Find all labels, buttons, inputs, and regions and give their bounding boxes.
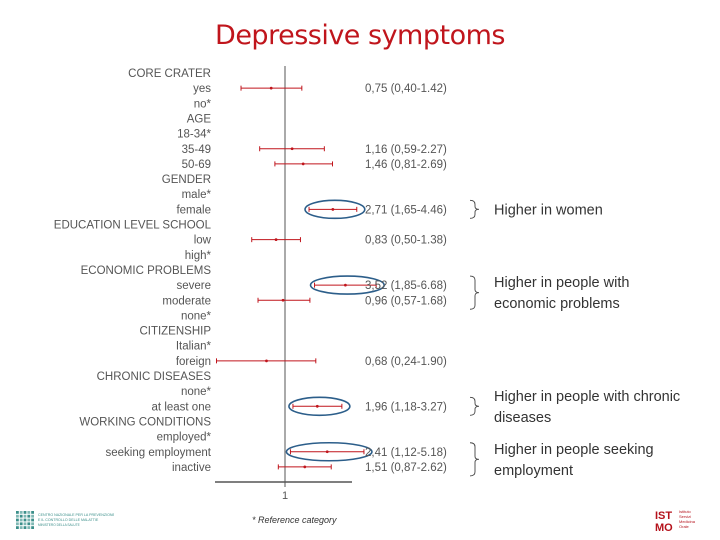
annotation-text: Higher in people with	[494, 275, 629, 291]
svg-text:Istituto: Istituto	[679, 509, 692, 514]
row-label: low	[194, 235, 212, 247]
plot-axis: 1	[215, 66, 352, 502]
annotation-text: diseases	[494, 410, 551, 426]
svg-text:Servizi: Servizi	[679, 514, 691, 519]
highlight-ellipse	[288, 396, 351, 417]
annotations: Higher in women Higher in people with econ…	[469, 199, 680, 479]
row-header-label: ECONOMIC PROBLEMS	[81, 265, 212, 277]
odds-ratio-label: 1,96 (1,18-3.27)	[365, 401, 447, 413]
highlight-ellipse	[309, 275, 385, 295]
annotation-text: economic problems	[494, 296, 620, 312]
odds-ratio-point	[290, 147, 294, 151]
row-label: seeking employment	[106, 447, 212, 459]
row-label: Italian*	[176, 341, 212, 353]
istmo-logo-mark-bottom: MO	[655, 522, 673, 533]
chart-title: Depressive symptoms	[215, 20, 505, 51]
row-label: yes	[193, 83, 211, 95]
svg-text:Medicina: Medicina	[679, 519, 696, 524]
row-label: high*	[185, 250, 212, 262]
odds-ratio-label: 2,71 (1,65-4.46)	[365, 204, 447, 216]
odds-ratio-label: 0,68 (0,24-1.90)	[365, 356, 447, 368]
odds-ratio-point	[265, 359, 268, 363]
row-label: foreign	[176, 356, 211, 368]
odds-ratio-point	[303, 465, 307, 469]
annotation-text: Higher in people with chronic	[494, 389, 680, 405]
ccm-logo: CENTRO NAZIONALE PER LA PREVENZIONE E IL…	[16, 511, 114, 529]
row-label: inactive	[172, 462, 211, 474]
row-header-label: AGE	[187, 113, 212, 125]
row-header-label: GENDER	[162, 174, 211, 186]
odds-ratio-point	[301, 162, 305, 166]
odds-ratio-point	[274, 238, 278, 242]
highlight-ellipse	[304, 199, 366, 220]
odds-ratio-label: 3,52 (1,85-6.68)	[365, 280, 447, 292]
row-label: employed*	[157, 432, 212, 444]
row-label: no*	[194, 98, 212, 110]
row-header-label: CORE CRATER	[128, 68, 211, 80]
row-label: female	[176, 204, 211, 216]
row-label: severe	[176, 280, 211, 292]
row-header-label: WORKING CONDITIONS	[79, 416, 211, 428]
row-header-label: EDUCATION LEVEL SCHOOL	[54, 220, 212, 232]
row-label: 50-69	[182, 159, 211, 171]
highlight-ellipses	[285, 199, 385, 462]
ccm-logo-text-line1: CENTRO NAZIONALE PER LA PREVENZIONE	[38, 513, 114, 517]
odds-ratio-label: 1,51 (0,87-2.62)	[365, 462, 447, 474]
row-label: moderate	[162, 295, 211, 307]
annotation-brace	[469, 199, 480, 219]
annotation-brace	[469, 396, 480, 416]
istmo-logo: IST MO Istituto Servizi Medicina Orale	[655, 509, 696, 533]
odds-ratio-label: 1,16 (0,59-2.27)	[365, 144, 447, 156]
odds-ratio-label: 0,83 (0,50-1.38)	[365, 235, 447, 247]
odds-ratio-point	[281, 298, 285, 302]
annotation-text: Higher in women	[494, 202, 603, 218]
row-label: none*	[181, 386, 212, 398]
annotation-brace	[469, 442, 480, 477]
odds-ratio-point	[269, 86, 273, 90]
svg-text:Orale: Orale	[679, 524, 690, 529]
row-label: none*	[181, 310, 212, 322]
odds-ratio-label: 1,46 (0,81-2.69)	[365, 159, 447, 171]
odds-ratio-label: 0,96 (0,57-1.68)	[365, 295, 447, 307]
row-header-label: CHRONIC DISEASES	[97, 371, 212, 383]
annotation-text: employment	[494, 463, 573, 479]
istmo-logo-mark-top: IST	[655, 510, 672, 522]
row-label: 18-34*	[177, 129, 211, 141]
ccm-logo-text-line3: MINISTERO DELLA SALUTE	[38, 523, 80, 527]
reference-footnote: * Reference category	[252, 515, 337, 525]
odds-ratio-point	[344, 283, 347, 287]
annotation-brace	[469, 275, 480, 310]
ccm-logo-text-line2: E IL CONTROLLO DELLE MALATTIE	[38, 518, 99, 522]
odds-ratio-label: 0,75 (0,40-1.42)	[365, 83, 447, 95]
odds-ratio-point	[325, 450, 329, 454]
row-header-label: CITIZENSHIP	[139, 326, 211, 338]
odds-ratio-point	[331, 207, 335, 211]
row-label: male*	[182, 189, 212, 201]
row-label: at least one	[152, 401, 211, 413]
row-label: 35-49	[182, 144, 211, 156]
x-tick-label: 1	[282, 490, 288, 502]
highlight-ellipse	[285, 441, 373, 462]
odds-ratio-label: 2,41 (1,12-5.18)	[365, 447, 447, 459]
odds-ratio-point	[315, 404, 319, 408]
annotation-text: Higher in people seeking	[494, 442, 654, 458]
plot-rows: CORE CRATER yes 0,75 (0,40-1.42) no* AGE 18-3…	[54, 68, 447, 474]
